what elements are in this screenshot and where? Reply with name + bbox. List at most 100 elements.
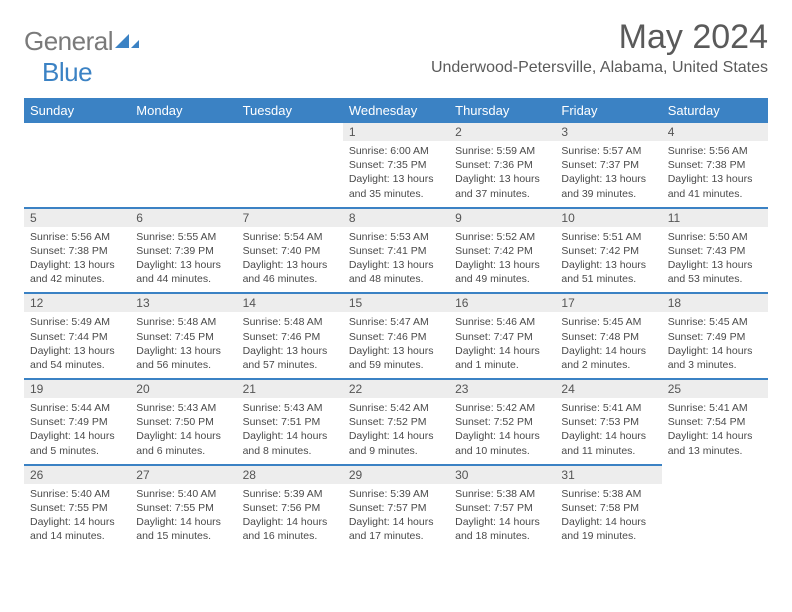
sunrise-text: Sunrise: 5:46 AM bbox=[455, 315, 549, 329]
day-number: 4 bbox=[662, 123, 768, 141]
daylight-text: Daylight: 14 hours and 13 minutes. bbox=[668, 429, 762, 457]
daylight-text: Daylight: 14 hours and 10 minutes. bbox=[455, 429, 549, 457]
day-number: 30 bbox=[449, 465, 555, 484]
day-cell: Sunrise: 5:45 AMSunset: 7:48 PMDaylight:… bbox=[555, 312, 661, 379]
sunrise-text: Sunrise: 5:56 AM bbox=[668, 144, 762, 158]
daylight-text: Daylight: 14 hours and 19 minutes. bbox=[561, 515, 655, 543]
day-number: 5 bbox=[24, 208, 130, 227]
day-cell: Sunrise: 5:48 AMSunset: 7:46 PMDaylight:… bbox=[237, 312, 343, 379]
daylight-text: Daylight: 13 hours and 46 minutes. bbox=[243, 258, 337, 286]
sunrise-text: Sunrise: 5:38 AM bbox=[561, 487, 655, 501]
sunset-text: Sunset: 7:46 PM bbox=[349, 330, 443, 344]
sunrise-text: Sunrise: 5:39 AM bbox=[349, 487, 443, 501]
day-cell: Sunrise: 5:59 AMSunset: 7:36 PMDaylight:… bbox=[449, 141, 555, 208]
sunrise-text: Sunrise: 5:48 AM bbox=[243, 315, 337, 329]
daylight-text: Daylight: 14 hours and 8 minutes. bbox=[243, 429, 337, 457]
day-number bbox=[24, 123, 130, 141]
sunset-text: Sunset: 7:38 PM bbox=[668, 158, 762, 172]
daylight-text: Daylight: 14 hours and 6 minutes. bbox=[136, 429, 230, 457]
day-number: 19 bbox=[24, 379, 130, 398]
logo: General bbox=[24, 18, 139, 57]
sunrise-text: Sunrise: 5:40 AM bbox=[136, 487, 230, 501]
sunrise-text: Sunrise: 5:48 AM bbox=[136, 315, 230, 329]
sunrise-text: Sunrise: 5:56 AM bbox=[30, 230, 124, 244]
day-cell: Sunrise: 5:39 AMSunset: 7:56 PMDaylight:… bbox=[237, 484, 343, 550]
daynum-row: 1234 bbox=[24, 123, 768, 141]
day-cell: Sunrise: 5:38 AMSunset: 7:58 PMDaylight:… bbox=[555, 484, 661, 550]
day-number: 3 bbox=[555, 123, 661, 141]
daylight-text: Daylight: 13 hours and 37 minutes. bbox=[455, 172, 549, 200]
day-number: 18 bbox=[662, 293, 768, 312]
dayname: Saturday bbox=[662, 98, 768, 123]
sunset-text: Sunset: 7:58 PM bbox=[561, 501, 655, 515]
daylight-text: Daylight: 14 hours and 1 minute. bbox=[455, 344, 549, 372]
day-cell: Sunrise: 5:40 AMSunset: 7:55 PMDaylight:… bbox=[24, 484, 130, 550]
sunrise-text: Sunrise: 5:57 AM bbox=[561, 144, 655, 158]
day-number: 26 bbox=[24, 465, 130, 484]
sunrise-text: Sunrise: 5:41 AM bbox=[668, 401, 762, 415]
day-number: 13 bbox=[130, 293, 236, 312]
content-row: Sunrise: 6:00 AMSunset: 7:35 PMDaylight:… bbox=[24, 141, 768, 208]
daylight-text: Daylight: 13 hours and 54 minutes. bbox=[30, 344, 124, 372]
dayname: Sunday bbox=[24, 98, 130, 123]
sunrise-text: Sunrise: 5:50 AM bbox=[668, 230, 762, 244]
sunrise-text: Sunrise: 5:52 AM bbox=[455, 230, 549, 244]
sunset-text: Sunset: 7:45 PM bbox=[136, 330, 230, 344]
content-row: Sunrise: 5:56 AMSunset: 7:38 PM Daylight:… bbox=[24, 227, 768, 294]
day-number: 1 bbox=[343, 123, 449, 141]
day-cell: Sunrise: 5:47 AMSunset: 7:46 PMDaylight:… bbox=[343, 312, 449, 379]
daylight-text: Daylight: 14 hours and 2 minutes. bbox=[561, 344, 655, 372]
daylight-text: Daylight: 13 hours and 35 minutes. bbox=[349, 172, 443, 200]
day-number: 14 bbox=[237, 293, 343, 312]
day-cell: Sunrise: 5:55 AMSunset: 7:39 PMDaylight:… bbox=[130, 227, 236, 294]
daylight-text: Daylight: 14 hours and 18 minutes. bbox=[455, 515, 549, 543]
daynum-row: 567891011 bbox=[24, 208, 768, 227]
day-number bbox=[130, 123, 236, 141]
day-cell: Sunrise: 5:46 AMSunset: 7:47 PMDaylight:… bbox=[449, 312, 555, 379]
day-cell: Sunrise: 5:48 AMSunset: 7:45 PMDaylight:… bbox=[130, 312, 236, 379]
day-number: 9 bbox=[449, 208, 555, 227]
day-cell bbox=[24, 141, 130, 208]
daynum-row: 12131415161718 bbox=[24, 293, 768, 312]
day-number: 22 bbox=[343, 379, 449, 398]
day-cell: Sunrise: 5:56 AMSunset: 7:38 PMDaylight:… bbox=[662, 141, 768, 208]
daylight-text: Daylight: 13 hours and 48 minutes. bbox=[349, 258, 443, 286]
dayname: Friday bbox=[555, 98, 661, 123]
day-cell: Sunrise: 5:45 AMSunset: 7:49 PMDaylight:… bbox=[662, 312, 768, 379]
sunset-text: Sunset: 7:57 PM bbox=[349, 501, 443, 515]
sunrise-text: Sunrise: 5:45 AM bbox=[561, 315, 655, 329]
sunset-text: Sunset: 7:42 PM bbox=[455, 244, 549, 258]
day-number: 10 bbox=[555, 208, 661, 227]
sunset-text: Sunset: 7:36 PM bbox=[455, 158, 549, 172]
sunset-text: Sunset: 7:50 PM bbox=[136, 415, 230, 429]
page-title: May 2024 bbox=[431, 18, 768, 57]
content-row: Sunrise: 5:44 AMSunset: 7:49 PMDaylight:… bbox=[24, 398, 768, 465]
daylight-text: Daylight: 14 hours and 15 minutes. bbox=[136, 515, 230, 543]
day-number: 17 bbox=[555, 293, 661, 312]
day-cell: Sunrise: 5:41 AMSunset: 7:54 PMDaylight:… bbox=[662, 398, 768, 465]
day-cell: Sunrise: 5:43 AMSunset: 7:50 PMDaylight:… bbox=[130, 398, 236, 465]
day-number: 8 bbox=[343, 208, 449, 227]
sunset-text: Sunset: 7:56 PM bbox=[243, 501, 337, 515]
sunset-text: Sunset: 7:44 PM bbox=[30, 330, 124, 344]
sunrise-text: Sunrise: 5:44 AM bbox=[30, 401, 124, 415]
sunset-text: Sunset: 7:57 PM bbox=[455, 501, 549, 515]
sunset-text: Sunset: 7:40 PM bbox=[243, 244, 337, 258]
daylight-text: Daylight: 13 hours and 44 minutes. bbox=[136, 258, 230, 286]
sunset-text: Sunset: 7:48 PM bbox=[561, 330, 655, 344]
dayname: Thursday bbox=[449, 98, 555, 123]
sunrise-text: Sunrise: 5:59 AM bbox=[455, 144, 549, 158]
logo-text-gray: General bbox=[24, 26, 113, 57]
day-number: 12 bbox=[24, 293, 130, 312]
sunrise-text: Sunrise: 5:41 AM bbox=[561, 401, 655, 415]
logo-sail-icon bbox=[115, 34, 139, 50]
day-cell: Sunrise: 5:44 AMSunset: 7:49 PMDaylight:… bbox=[24, 398, 130, 465]
sunrise-text: Sunrise: 6:00 AM bbox=[349, 144, 443, 158]
dayname: Wednesday bbox=[343, 98, 449, 123]
dayname-row: Sunday Monday Tuesday Wednesday Thursday… bbox=[24, 98, 768, 123]
day-number: 20 bbox=[130, 379, 236, 398]
day-cell: Sunrise: 5:52 AMSunset: 7:42 PMDaylight:… bbox=[449, 227, 555, 294]
day-number: 7 bbox=[237, 208, 343, 227]
sunset-text: Sunset: 7:38 PM bbox=[30, 244, 124, 258]
sunset-text: Sunset: 7:35 PM bbox=[349, 158, 443, 172]
